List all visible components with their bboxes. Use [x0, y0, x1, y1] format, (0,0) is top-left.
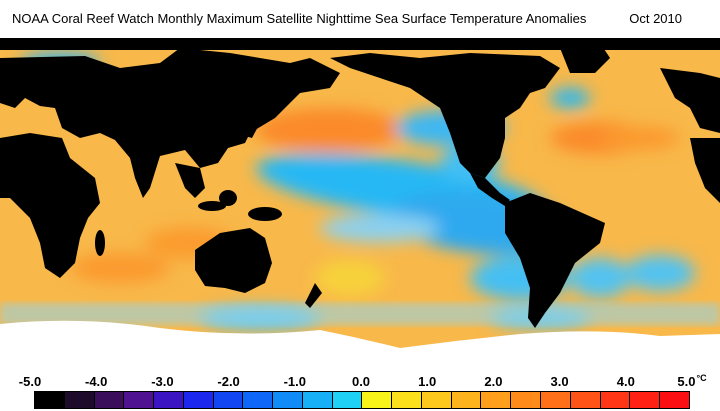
legend-swatch [630, 392, 661, 408]
legend-swatch [243, 392, 274, 408]
central-america [470, 173, 510, 206]
island-sumatra [198, 201, 226, 211]
legend-swatch [332, 392, 363, 408]
new-zealand [305, 283, 322, 308]
madagascar [95, 230, 105, 256]
legend-tick-label: 5.0°C [677, 373, 707, 389]
world-map-svg [0, 38, 720, 371]
legend-tick-label: 1.0 [418, 374, 437, 389]
island-borneo [219, 190, 237, 206]
legend-tick-label: -2.0 [217, 374, 240, 389]
legend-swatch [570, 392, 601, 408]
legend-swatch [392, 392, 422, 408]
south-america [505, 193, 605, 328]
legend-swatch [481, 392, 512, 408]
eurasia [0, 48, 340, 168]
se-asia [175, 163, 205, 198]
legend-swatch [124, 392, 155, 408]
map-title: NOAA Coral Reef Watch Monthly Maximum Sa… [12, 11, 587, 26]
southern-ocean-band [0, 303, 720, 325]
legend-swatch [600, 392, 631, 408]
africa [0, 133, 100, 278]
island-new-guinea [248, 207, 282, 221]
color-scale-legend: -5.0 -4.0 -3.0 -2.0 -1.0 0.0 1.0 2.0 3.0 4.0 5.0°C [0, 371, 720, 411]
legend-swatch [273, 392, 303, 408]
legend-swatch [213, 392, 244, 408]
greenland [560, 43, 610, 73]
legend-tick-label: 4.0 [616, 374, 635, 389]
legend-tick-label: -1.0 [283, 374, 306, 389]
africa-east [690, 138, 720, 203]
japan [245, 118, 260, 138]
landmasses [0, 43, 720, 328]
legend-swatch [35, 392, 65, 408]
legend-tick-label: 0.0 [351, 374, 371, 389]
legend-tick-label: 2.0 [484, 374, 503, 389]
map-title-bar: NOAA Coral Reef Watch Monthly Maximum Sa… [0, 0, 720, 38]
legend-swatch [660, 392, 689, 408]
arctic-strip [0, 38, 720, 50]
antarctica-ice [0, 320, 720, 371]
map-date: Oct 2010 [629, 11, 682, 26]
legend-swatch [64, 392, 95, 408]
legend-swatch [183, 392, 214, 408]
legend-swatch [541, 392, 571, 408]
legend-swatch [94, 392, 125, 408]
legend-tick-label: -3.0 [151, 374, 174, 389]
legend-swatch [302, 392, 333, 408]
legend-swatch [362, 392, 393, 408]
europe-east [660, 68, 720, 133]
legend-colorbar [34, 391, 690, 409]
legend-tick-label: -5.0 [18, 374, 42, 389]
north-america [330, 53, 560, 178]
legend-swatch [451, 392, 482, 408]
legend-unit: °C [696, 373, 707, 383]
australia [195, 228, 272, 293]
legend-tick-label: 3.0 [550, 374, 569, 389]
legend-swatch [421, 392, 452, 408]
legend-swatch [511, 392, 542, 408]
legend-swatch [154, 392, 184, 408]
india [130, 156, 160, 198]
sst-anomaly-map [0, 38, 720, 371]
legend-tick-label: -4.0 [84, 374, 108, 389]
